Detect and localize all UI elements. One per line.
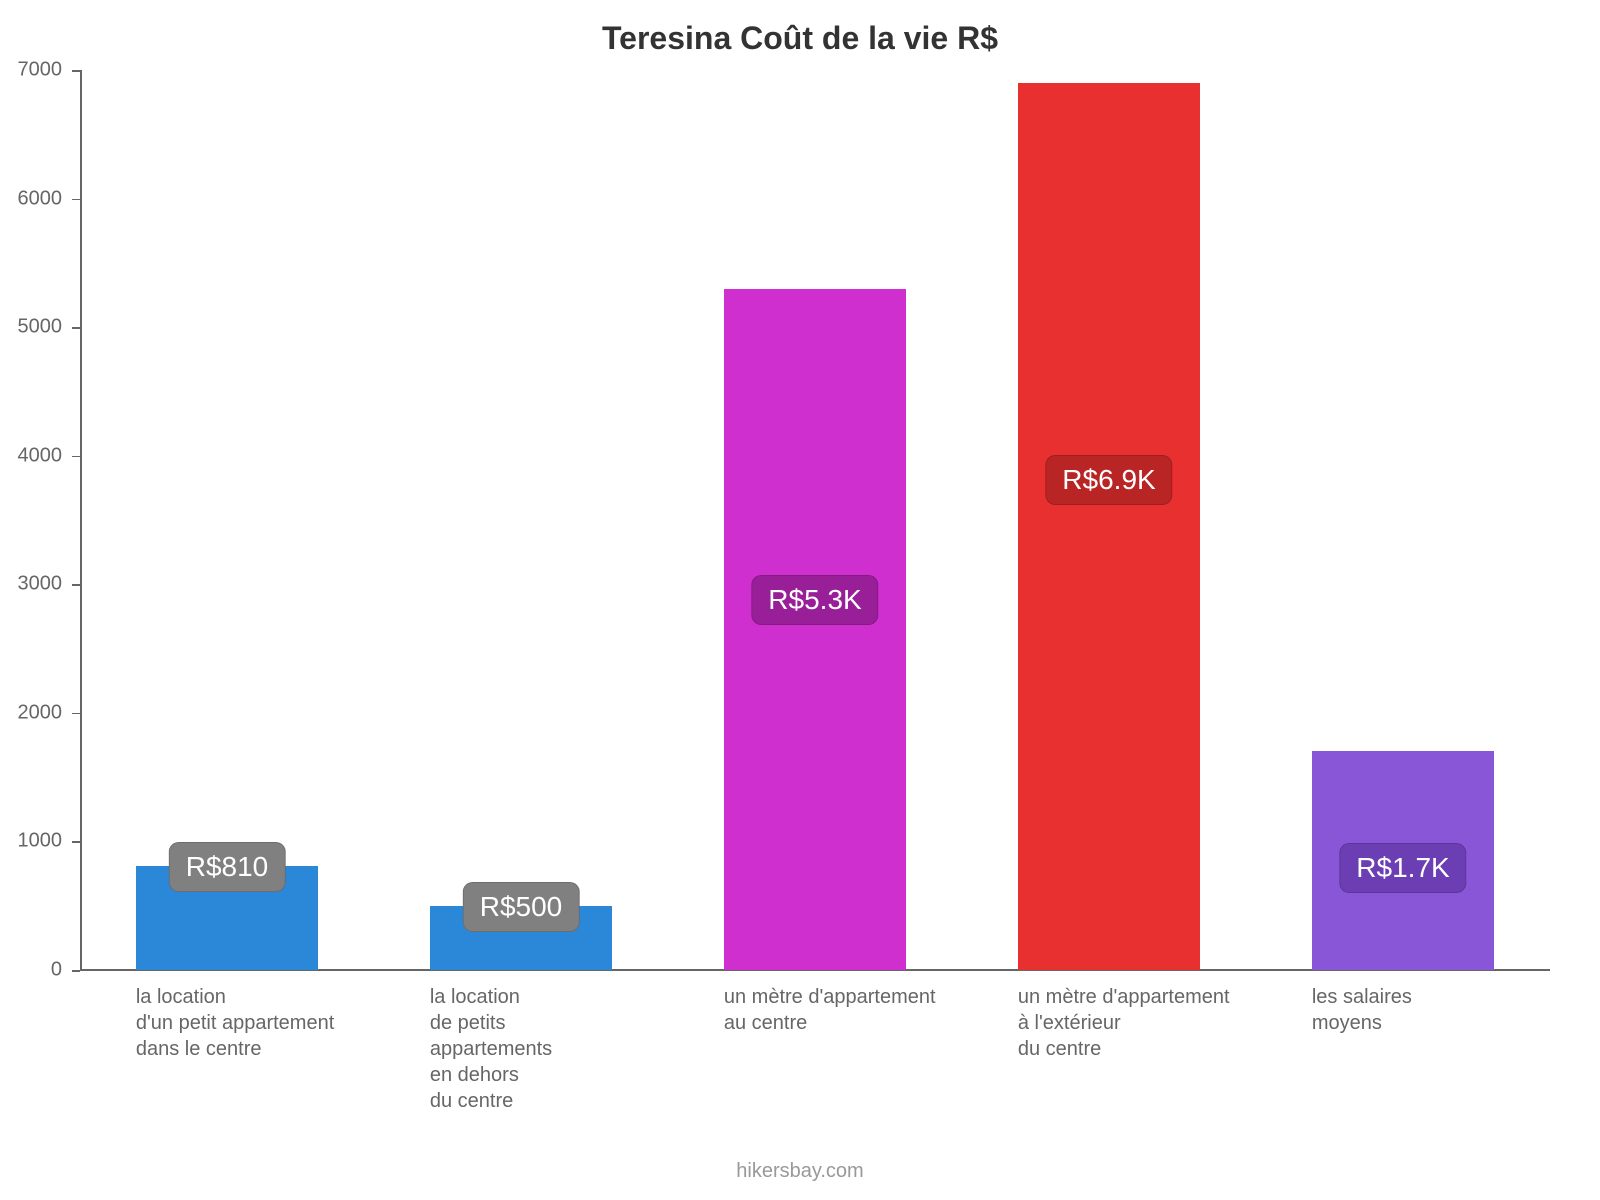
y-tick-mark <box>72 970 80 972</box>
y-tick-mark <box>72 713 80 715</box>
bar-value-label: R$500 <box>463 882 580 932</box>
plot-area: 01000200030004000500060007000R$810la loc… <box>80 70 1550 970</box>
source-attribution: hikersbay.com <box>0 1160 1600 1183</box>
chart-title: Teresina Coût de la vie R$ <box>0 20 1600 57</box>
y-tick-mark <box>72 841 80 843</box>
y-tick-label: 1000 <box>2 830 62 853</box>
y-tick-label: 3000 <box>2 573 62 596</box>
bar-value-label: R$6.9K <box>1045 455 1172 505</box>
x-category-label: la location d'un petit appartement dans … <box>136 984 358 1062</box>
y-tick-mark <box>72 327 80 329</box>
y-tick-label: 6000 <box>2 187 62 210</box>
bar-value-label: R$5.3K <box>751 575 878 625</box>
cost-of-living-chart: Teresina Coût de la vie R$01000200030004… <box>0 0 1600 1200</box>
y-tick-mark <box>72 456 80 458</box>
y-tick-label: 7000 <box>2 59 62 82</box>
y-tick-label: 4000 <box>2 444 62 467</box>
y-tick-mark <box>72 199 80 201</box>
x-category-label: la location de petits appartements en de… <box>430 984 652 1114</box>
bar <box>1018 83 1200 970</box>
x-category-label: un mètre d'appartement à l'extérieur du … <box>1018 984 1240 1062</box>
y-tick-mark <box>72 70 80 72</box>
y-tick-label: 0 <box>2 959 62 982</box>
y-axis <box>80 70 82 970</box>
y-tick-mark <box>72 584 80 586</box>
y-tick-label: 2000 <box>2 701 62 724</box>
bar <box>724 289 906 970</box>
y-tick-label: 5000 <box>2 316 62 339</box>
x-category-label: les salaires moyens <box>1312 984 1534 1036</box>
x-category-label: un mètre d'appartement au centre <box>724 984 946 1036</box>
bar-value-label: R$1.7K <box>1339 843 1466 893</box>
bar-value-label: R$810 <box>169 842 286 892</box>
